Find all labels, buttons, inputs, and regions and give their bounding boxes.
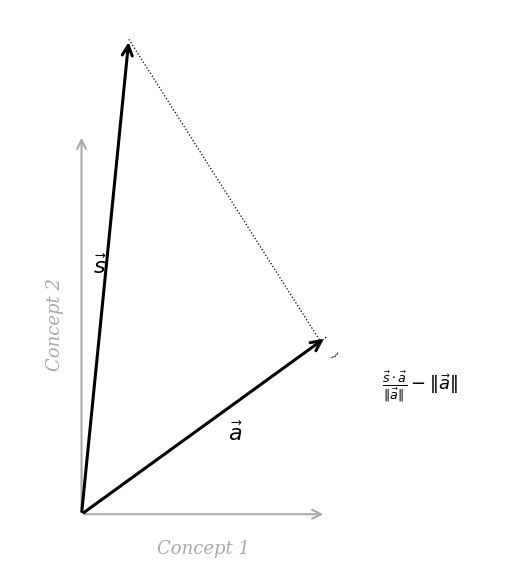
Text: Concept 2: Concept 2 — [46, 278, 64, 371]
Text: $\vec{s}$: $\vec{s}$ — [93, 256, 106, 279]
Text: $\frac{\vec{s} \cdot \vec{a}}{\|\vec{a}\|} - \|\vec{a}\|$: $\frac{\vec{s} \cdot \vec{a}}{\|\vec{a}\… — [382, 369, 458, 404]
Text: }: } — [328, 351, 339, 360]
Text: $\vec{a}$: $\vec{a}$ — [228, 423, 244, 446]
Text: Concept 1: Concept 1 — [157, 540, 250, 558]
